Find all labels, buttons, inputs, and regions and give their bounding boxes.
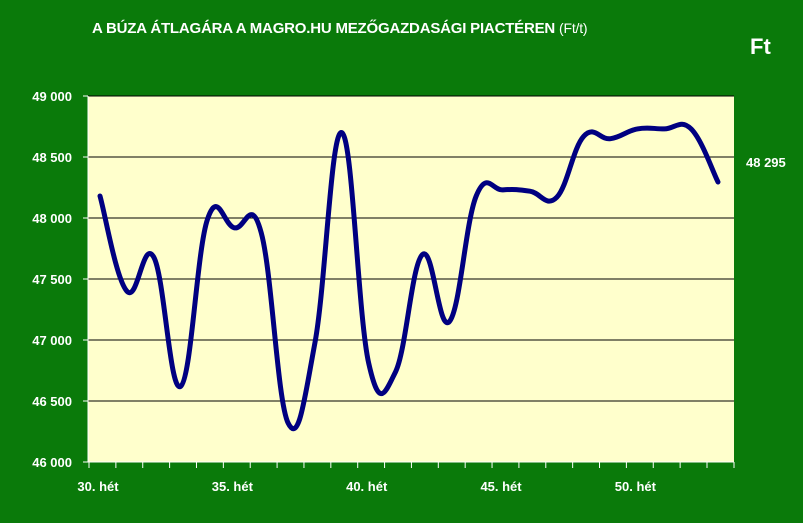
title-unit: (Ft/t)	[559, 20, 588, 36]
x-tick-label: 45. hét	[480, 479, 522, 494]
x-tick-label: 40. hét	[346, 479, 388, 494]
x-tick-label: 50. hét	[615, 479, 657, 494]
title-text: A BÚZA ÁTLAGÁRA A MAGRO.HU MEZŐGAZDASÁGI…	[92, 20, 556, 37]
x-tick-label: 35. hét	[212, 479, 254, 494]
y-tick-label: 47 000	[32, 333, 72, 348]
last-value-label: 48 295	[746, 155, 786, 170]
y-tick-label: 46 000	[32, 455, 72, 470]
y-tick-label: 47 500	[32, 272, 72, 287]
y-tick-label: 48 000	[32, 211, 72, 226]
y-tick-label: 49 000	[32, 89, 72, 104]
chart-title: A BÚZA ÁTLAGÁRA A MAGRO.HU MEZŐGAZDASÁGI…	[92, 20, 588, 37]
y-tick-label: 46 500	[32, 394, 72, 409]
y-tick-label: 48 500	[32, 150, 72, 165]
price-series-line	[97, 121, 721, 432]
currency-label: Ft	[750, 34, 771, 59]
x-tick-label: 30. hét	[77, 479, 119, 494]
